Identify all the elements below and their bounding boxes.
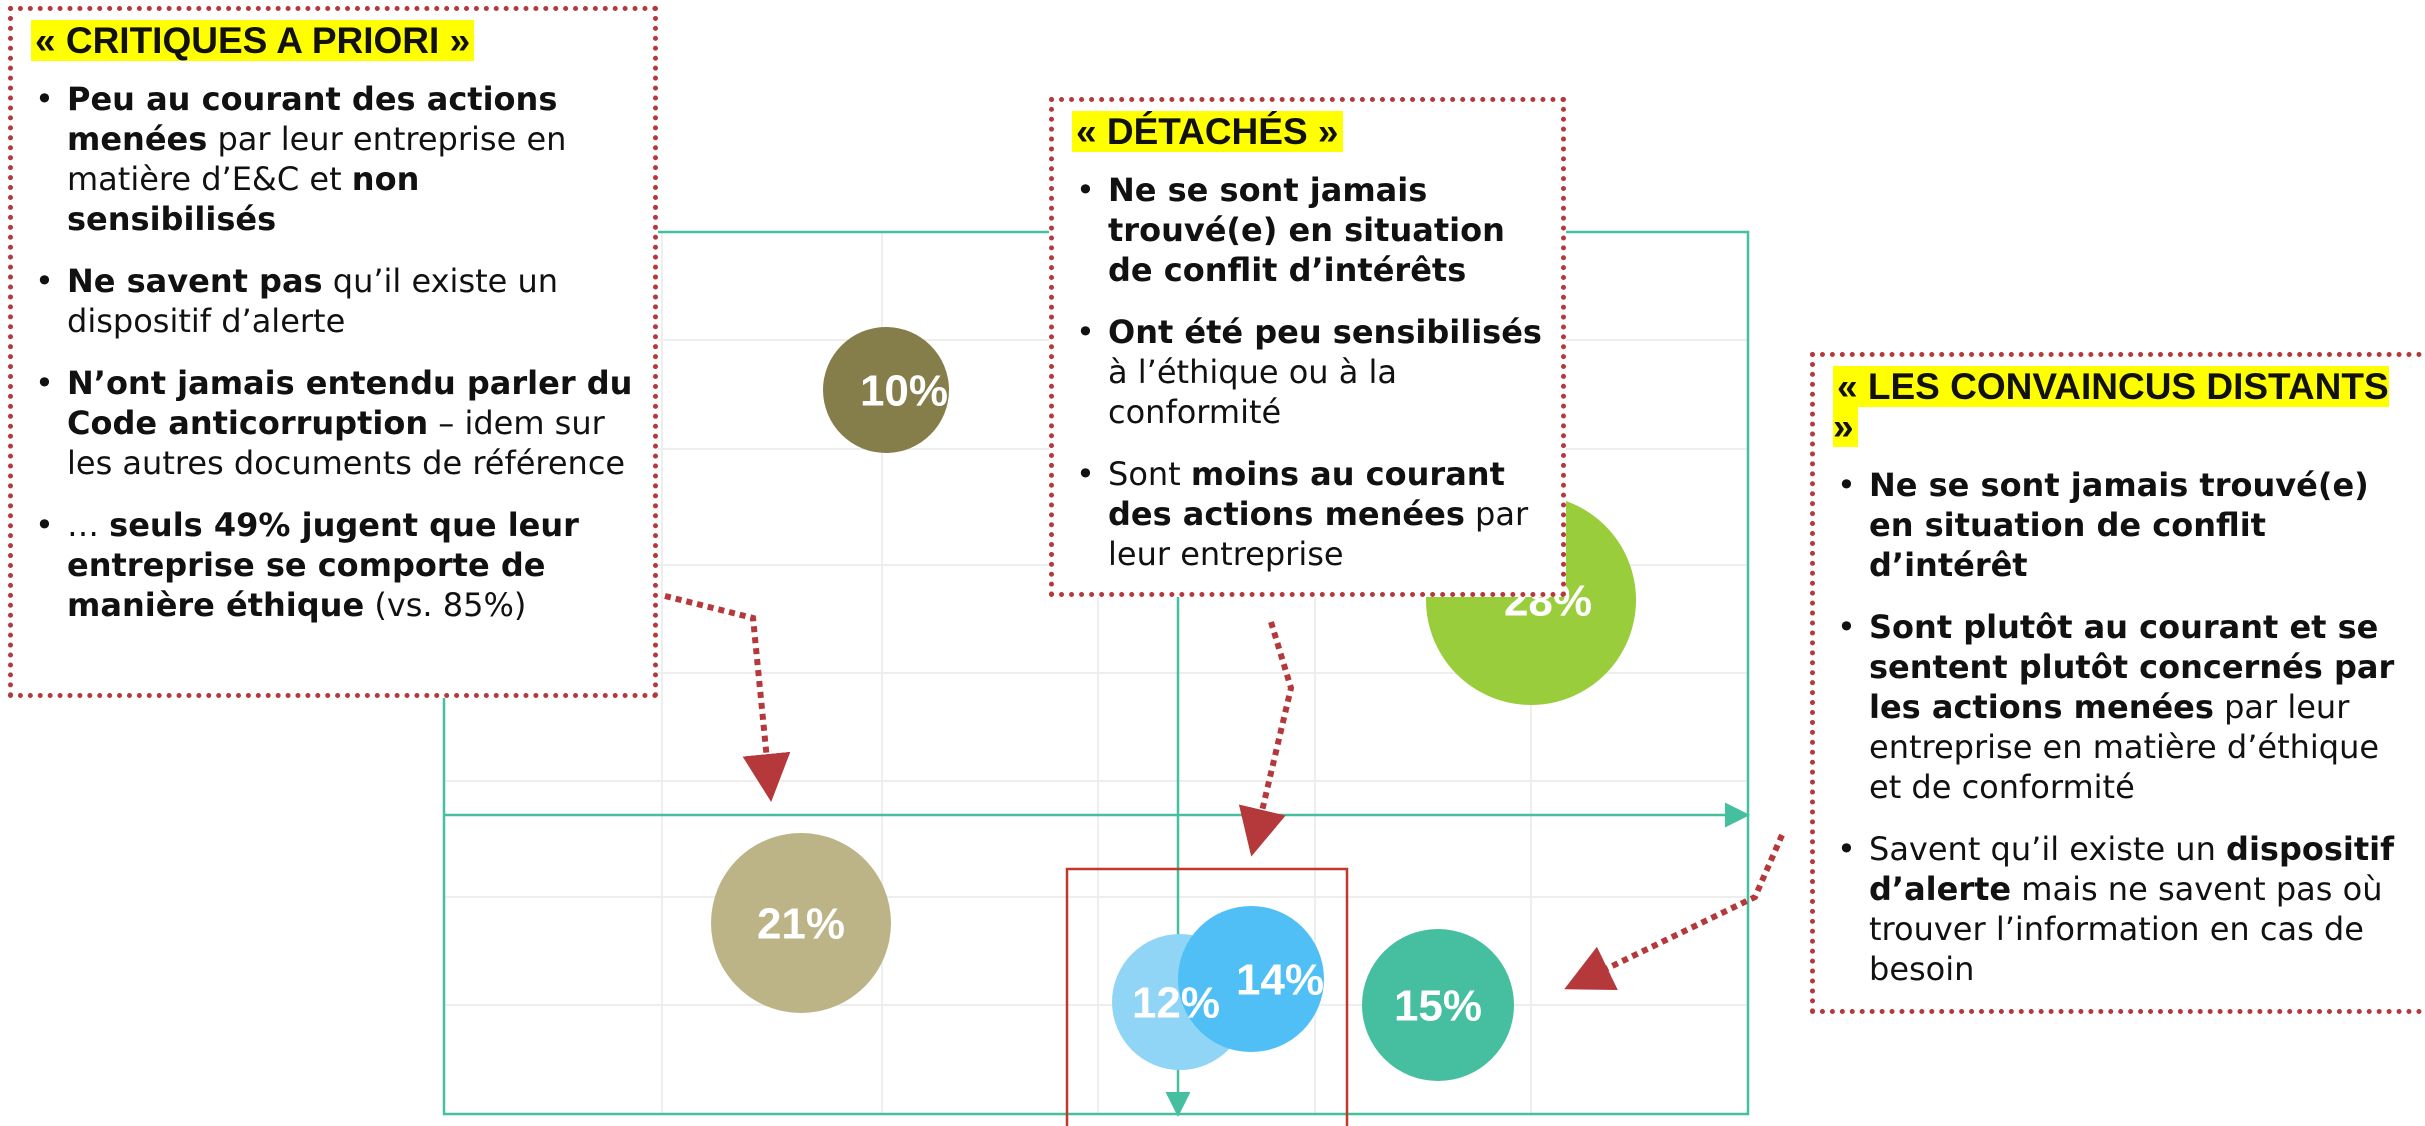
text-run: … [67,506,110,544]
text-run: moins au courant des actions menées [1108,455,1505,533]
text-run: Sont plutôt au courant et se sentent plu… [1869,608,2395,726]
text-run: Ont été peu sensibilisés [1108,313,1542,351]
bubble [823,327,949,453]
text-run: Ne savent pas [67,262,323,300]
bullet: Ne se sont jamais trouvé(e) en situation… [1837,465,2409,585]
text-run: Ne se sont jamais trouvé(e) en situation… [1108,171,1505,289]
box: « CRITIQUES A PRIORI » Peu au courant des… [8,6,658,698]
bullet: Savent qu’il existe un dispositif d’aler… [1837,829,2409,989]
highlight-rect [1065,867,1349,1126]
bullet-list: Ne se sont jamais trouvé(e) en situation… [1833,465,2409,989]
box-title: « LES CONVAINCUS DISTANTS » [1833,366,2409,447]
title-text: « DÉTACHÉS » [1072,111,1343,152]
bubble [711,833,891,1013]
text-run: Savent qu’il existe un [1869,830,2227,868]
bubble-label: 12% [1132,979,1220,1028]
bubble [1178,906,1324,1052]
text-run: Sont [1108,455,1191,493]
bubble-label: 21% [757,900,845,949]
bubble-label: 10% [860,367,948,416]
text-run: par leur entreprise [1108,495,1529,573]
text-run: Peu au courant des actions menées [67,80,558,158]
text-run: mais ne savent pas où trouver l’informat… [1869,870,2383,988]
text-run: dispositif d’alerte [1869,830,2395,908]
text-run: à l’éthique ou à la conformité [1108,353,1398,431]
text-run: – idem sur les autres documents de référ… [67,404,626,482]
bullet: Peu au courant des actions menées par le… [35,79,635,239]
box-title: « CRITIQUES A PRIORI » [31,20,635,61]
bullet: Sont moins au courant des actions menées… [1076,454,1543,574]
bullet-list: Ne se sont jamais trouvé(e) en situation… [1072,170,1543,574]
box: « LES CONVAINCUS DISTANTS » Ne se sont ja… [1810,352,2425,1014]
text-run: Ne se sont jamais trouvé(e) en situation… [1869,466,2369,584]
title-text: « CRITIQUES A PRIORI » [31,20,475,61]
bullet: Ne se sont jamais trouvé(e) en situation… [1076,170,1543,290]
box: « DÉTACHÉS » Ne se sont jamais trouvé(e) … [1049,97,1566,597]
text-run: par leur entreprise en matière d’éthique… [1869,688,2380,806]
bullet: … seuls 49% jugent que leur entreprise s… [35,505,635,625]
text-run: N’ont jamais entendu parler du Code anti… [67,364,633,442]
bullet-list: Peu au courant des actions menées par le… [31,79,635,625]
bullet: Ne savent pas qu’il existe un dispositif… [35,261,635,341]
bullet: Ont été peu sensibilisés à l’éthique ou … [1076,312,1543,432]
title-text: « LES CONVAINCUS DISTANTS » [1833,366,2389,447]
bubble-label: 14% [1236,956,1324,1005]
text-run: (vs. 85%) [364,586,527,624]
bullet: Sont plutôt au courant et se sentent plu… [1837,607,2409,807]
arrows [664,593,1785,990]
text-run: par leur entreprise en matière d’E&C et [67,120,567,198]
bubble [1362,929,1514,1081]
text-run: qu’il existe un dispositif d’alerte [67,262,559,340]
bubble-label: 15% [1394,982,1482,1031]
text-run: non sensibilisés [67,160,420,238]
bullet: N’ont jamais entendu parler du Code anti… [35,363,635,483]
text-run: seuls 49% jugent que leur entreprise se … [67,506,579,624]
box-title: « DÉTACHÉS » [1072,111,1543,152]
